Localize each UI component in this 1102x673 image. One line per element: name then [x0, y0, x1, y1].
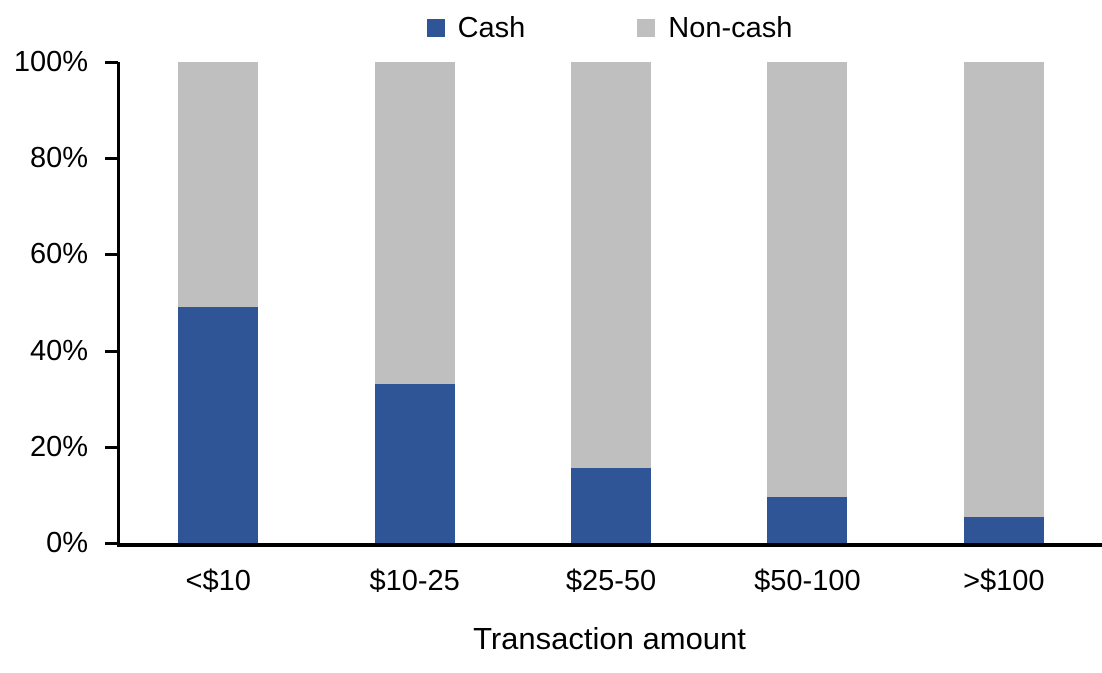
y-axis-tick — [105, 253, 118, 257]
bar-group-1 — [120, 62, 316, 543]
x-axis-category-label: $25-50 — [565, 565, 657, 597]
bar-segment-non-cash — [570, 62, 651, 469]
bar-segment-non-cash — [374, 62, 455, 385]
bar-segment-non-cash — [767, 62, 848, 498]
y-axis-tick-label: 80% — [29, 142, 88, 175]
y-axis-tick-label: 40% — [29, 334, 88, 367]
legend-swatch-icon — [426, 19, 445, 37]
legend-item-non-cash: Non-cash — [637, 12, 792, 44]
legend-label: Non-cash — [668, 12, 793, 44]
bar-segment-cash — [570, 468, 651, 543]
y-axis-tick-label: 60% — [29, 238, 88, 271]
y-axis-tick — [105, 157, 118, 161]
bar-segment-cash — [963, 516, 1044, 543]
bar-segment-non-cash — [178, 62, 259, 308]
legend-item-cash: Cash — [426, 12, 526, 44]
bar-segment-non-cash — [963, 62, 1044, 517]
x-axis-category-label: $10-25 — [369, 565, 460, 597]
plot-area — [105, 61, 1102, 547]
bar-segment-cash — [374, 384, 455, 543]
x-axis-category-label: >$100 — [963, 565, 1045, 597]
legend-swatch-icon — [637, 19, 656, 37]
y-axis-tick — [105, 445, 118, 449]
bar-segment-cash — [178, 307, 259, 543]
y-axis-tick-label: 0% — [46, 527, 88, 559]
y-axis-tick-label: 20% — [29, 430, 88, 463]
bar-group-5 — [906, 62, 1102, 543]
y-axis-tick — [105, 349, 118, 353]
bar-group-3 — [513, 62, 709, 543]
legend-label: Cash — [457, 12, 526, 44]
y-axis-tick-label: 100% — [13, 46, 88, 78]
y-axis-tick — [105, 542, 118, 545]
x-axis-category-label: <$10 — [185, 565, 251, 597]
x-axis-title: Transaction amount — [473, 621, 746, 656]
legend: Cash Non-cash — [117, 12, 1102, 44]
x-axis-category-label: $50-100 — [754, 565, 861, 597]
bar-group-4 — [709, 62, 905, 543]
bar-group-2 — [316, 62, 512, 543]
y-axis-tick — [105, 61, 118, 64]
bar-segment-cash — [767, 497, 848, 543]
